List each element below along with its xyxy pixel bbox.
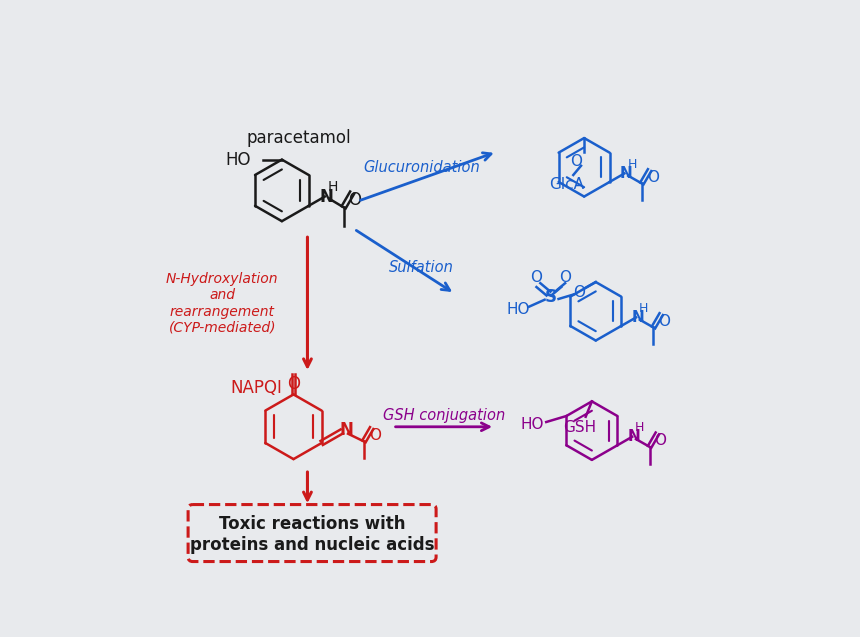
Text: N: N [631,310,644,325]
Text: O: O [654,433,666,448]
Text: GlcA: GlcA [550,176,585,192]
Text: O: O [647,169,659,185]
Text: paracetamol: paracetamol [247,129,352,147]
Text: N-Hydroxylation
and
rearrangement
(CYP-mediated): N-Hydroxylation and rearrangement (CYP-m… [166,272,279,335]
Text: O: O [658,313,670,329]
Text: O: O [573,285,585,300]
Text: H: H [628,158,637,171]
Text: H: H [639,302,648,315]
Text: S: S [544,289,556,306]
Text: O: O [287,375,300,392]
Text: N: N [319,187,334,206]
FancyBboxPatch shape [188,505,436,562]
Text: HO: HO [520,417,544,432]
Text: H: H [328,180,338,194]
Text: O: O [369,427,381,443]
Text: O: O [348,191,361,210]
Text: Glucuronidation: Glucuronidation [363,160,480,175]
Text: Sulfation: Sulfation [389,260,454,275]
Text: GSH: GSH [563,420,596,435]
Text: H: H [636,421,645,434]
Text: HO: HO [507,302,530,317]
Text: N: N [340,421,353,439]
Text: GSH conjugation: GSH conjugation [383,408,505,423]
Text: N: N [627,429,640,444]
Text: N: N [619,166,632,181]
Text: O: O [530,270,542,285]
Text: O: O [560,270,572,285]
Text: O: O [570,154,582,169]
Text: Toxic reactions with
proteins and nucleic acids: Toxic reactions with proteins and nuclei… [190,515,434,554]
Text: HO: HO [225,150,251,169]
Text: NAPQI: NAPQI [230,379,282,397]
